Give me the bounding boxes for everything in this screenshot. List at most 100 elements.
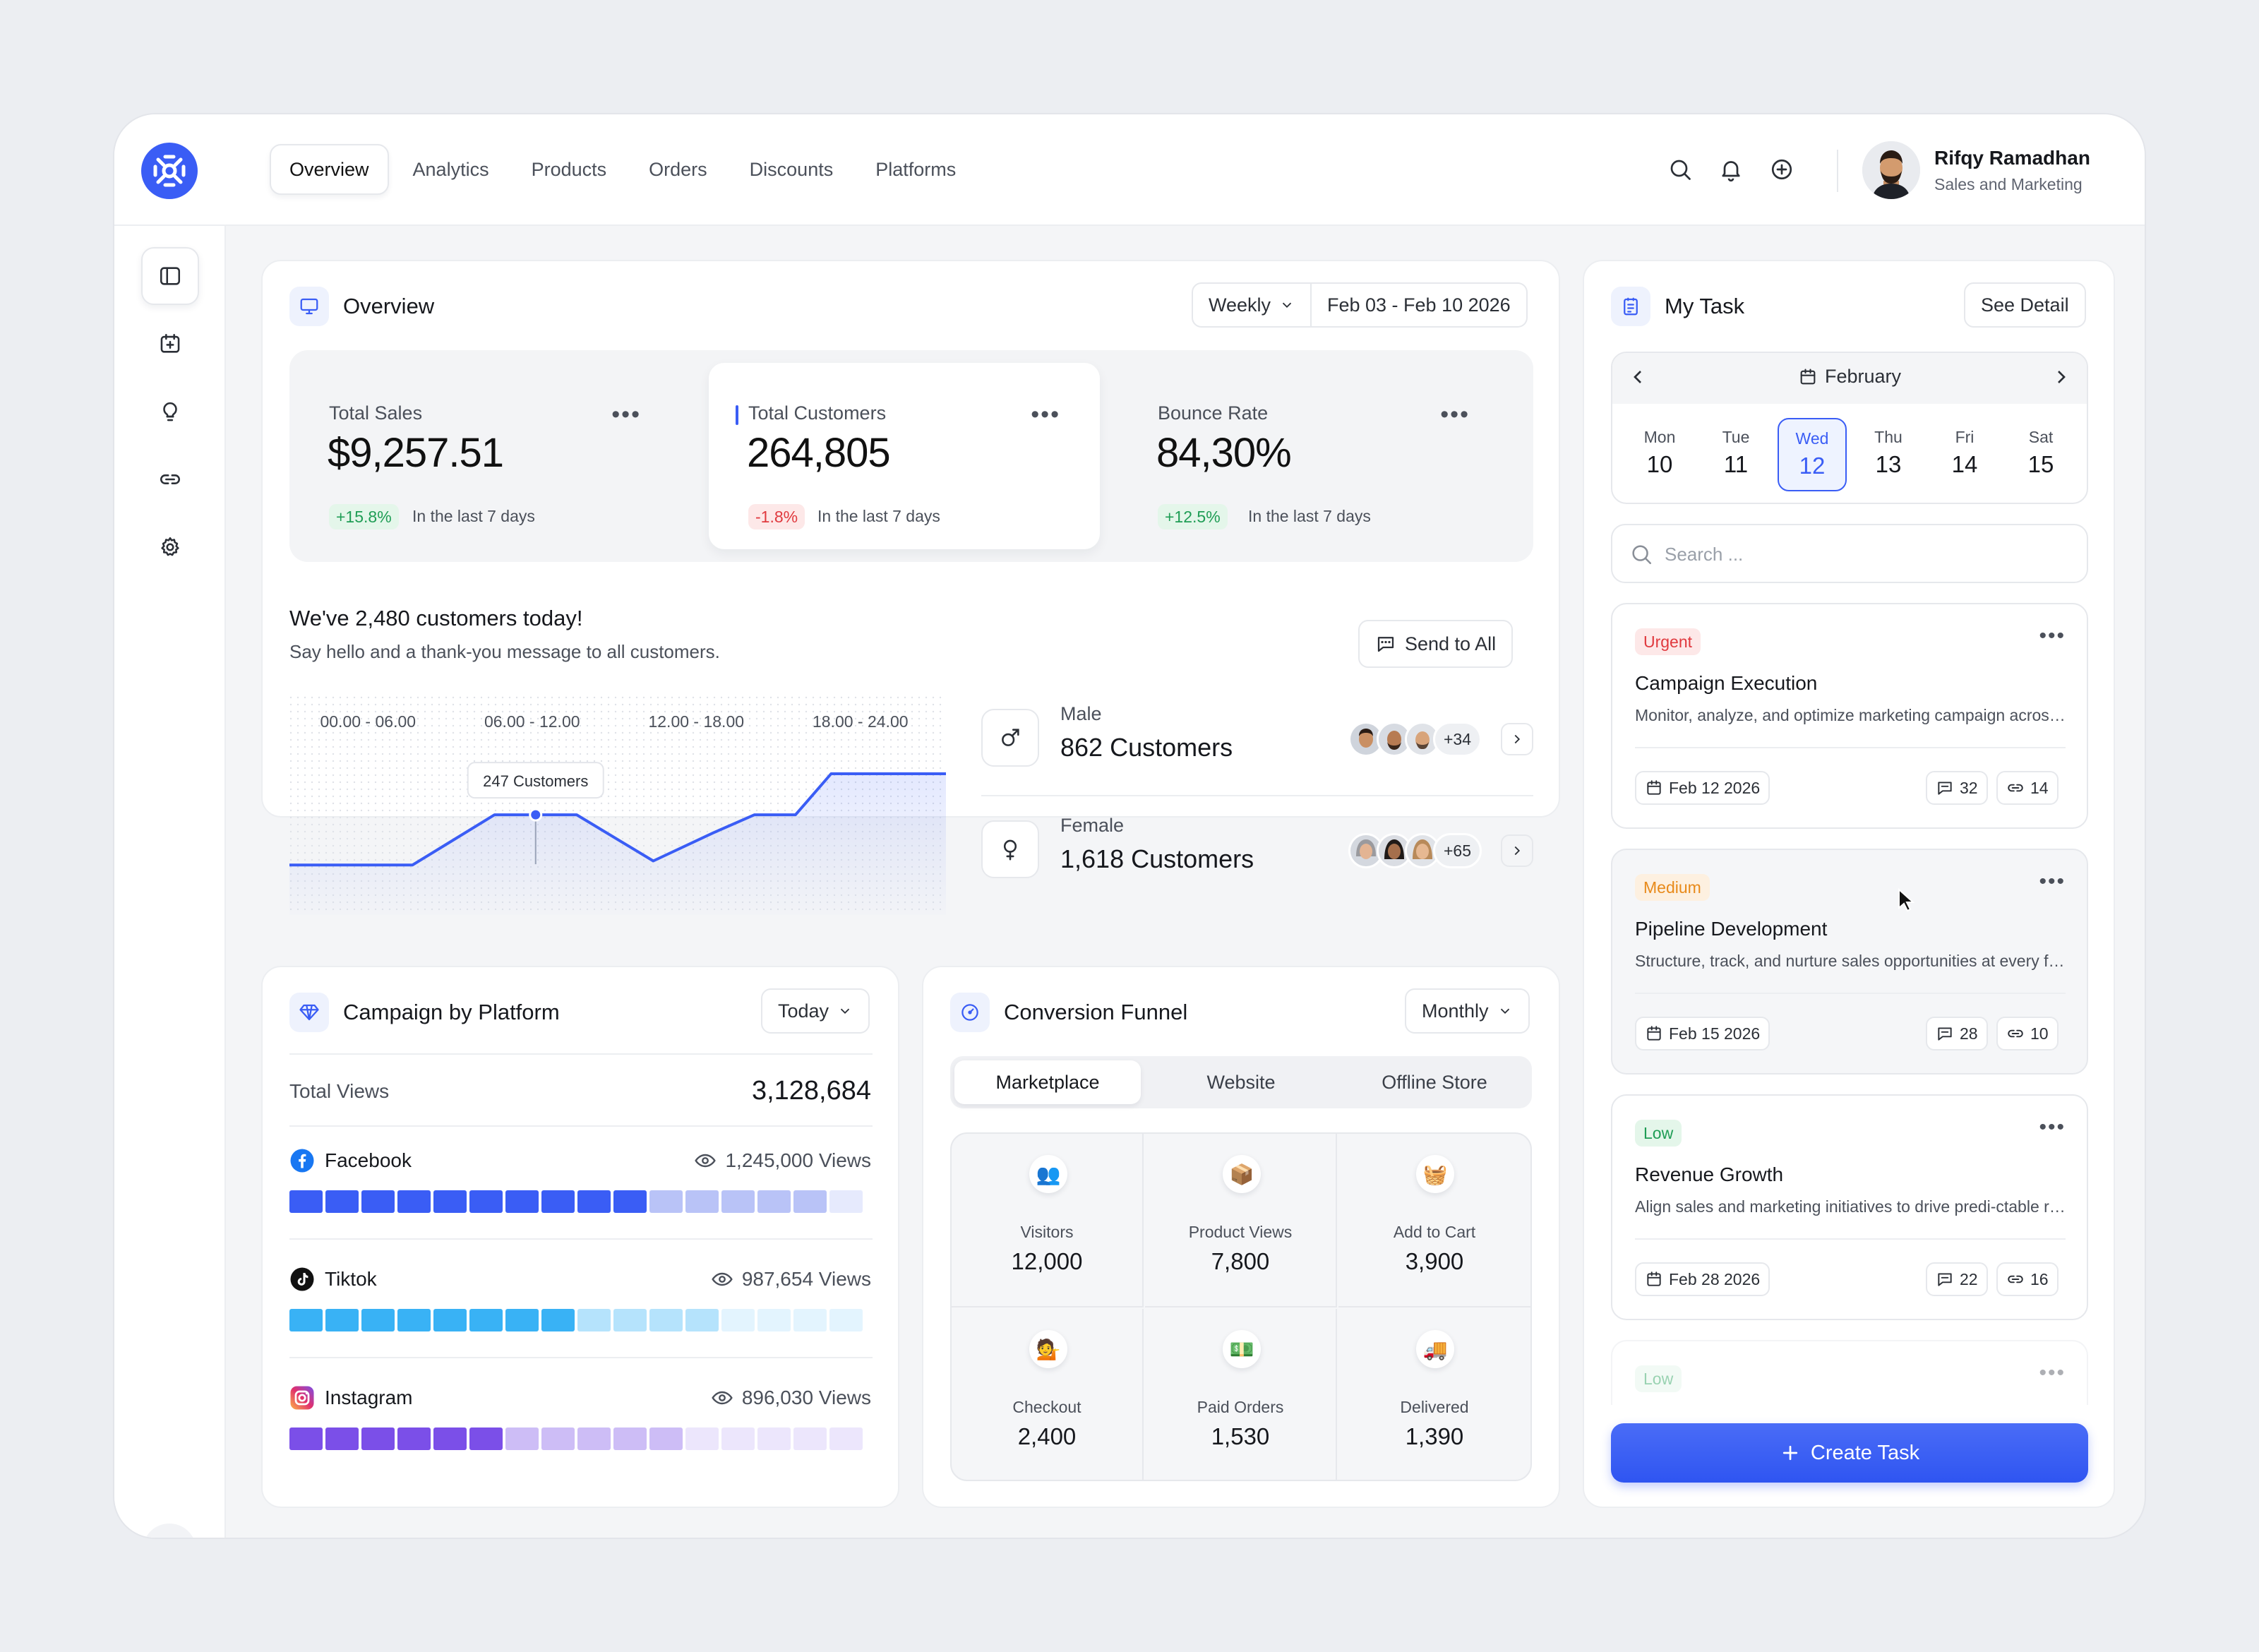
more-icon[interactable]: ••• [1440,401,1470,428]
day-number: 13 [1875,451,1902,477]
month-label: February [1824,366,1902,387]
period-value: Weekly [1209,294,1271,316]
views-value: 896,030 Views [741,1387,871,1408]
create-task-button[interactable]: Create Task [1611,1423,2088,1483]
tab-marketplace[interactable]: Marketplace [954,1060,1141,1104]
stat-card[interactable]: Bounce Rate 84,30% ••• +12.5% In the las… [1118,363,1509,549]
progress-segment [361,1427,395,1450]
nav-item-analytics[interactable]: Analytics [412,158,489,180]
stage-label: Product Views [1188,1223,1293,1241]
stat-card[interactable]: Total Customers 264,805 ••• -1.8% In the… [709,363,1100,549]
links-chip[interactable]: 16 [1996,1262,2059,1296]
day-name: Wed [1795,429,1829,448]
more-icon[interactable]: ••• [2039,1361,2066,1384]
tiktok-icon [289,1267,315,1292]
nav-item-products[interactable]: Products [531,158,607,180]
bell-icon[interactable] [1715,154,1746,185]
links-chip[interactable]: 14 [1996,771,2059,805]
chevron-left-icon[interactable] [1626,366,1649,388]
see-detail-button[interactable]: See Detail [1964,282,2086,328]
divider [1635,993,2066,994]
funnel-stage[interactable]: 👥 Visitors 12,000 [952,1134,1144,1307]
link-count: 16 [2030,1269,2049,1288]
links-chip[interactable]: 10 [1996,1017,2059,1051]
send-to-all-button[interactable]: Send to All [1358,620,1514,668]
comments-chip[interactable]: 32 [1926,771,1988,805]
task-card[interactable]: Low ••• [1611,1340,2088,1405]
nav-item-discounts[interactable]: Discounts [749,158,834,180]
task-card[interactable]: Low ••• Revenue Growth Align sales and mark… [1611,1094,2088,1320]
stat-card[interactable]: Total Sales $9,257.51 ••• +15.8% In the … [289,363,681,549]
calendar-add-icon[interactable] [141,315,199,373]
more-icon[interactable]: ••• [1031,401,1060,428]
more-icon[interactable]: ••• [2039,1115,2066,1139]
platform-progress-bar [289,1427,863,1450]
task-search[interactable]: Search ... [1611,524,2088,583]
date-range-picker[interactable]: Feb 03 - Feb 10 2026 [1312,282,1528,328]
nav-item-orders[interactable]: Orders [649,158,707,180]
lightbulb-icon[interactable] [141,383,199,441]
comments-chip[interactable]: 28 [1926,1017,1988,1051]
comment-count: 28 [1960,1024,1978,1043]
moon-icon[interactable] [148,1529,191,1538]
calendar-day[interactable]: Wed 12 [1778,418,1847,491]
progress-segment [793,1427,827,1450]
highlight-point[interactable] [529,808,543,822]
settings-icon[interactable] [141,518,199,576]
platform-facebook[interactable]: Facebook [289,1148,412,1173]
comment-icon [1936,1270,1954,1288]
platform-instagram[interactable]: Instagram [289,1385,413,1411]
calendar-day[interactable]: Mon 10 [1625,418,1694,491]
funnel-stage[interactable]: 🧺 Add to Cart 3,900 [1338,1134,1530,1307]
customers-subtitle: Say hello and a thank-you message to all… [289,641,720,662]
chevron-right-icon[interactable] [1501,834,1533,867]
mouse-cursor-icon [1898,888,1915,912]
campaign-period-dropdown[interactable]: Today [761,988,870,1034]
search-icon[interactable] [1665,154,1696,185]
eye-icon [711,1387,733,1409]
task-card[interactable]: Medium ••• Pipeline Development Structure, … [1611,849,2088,1075]
link-icon[interactable] [141,450,199,508]
sidebar-panel-icon[interactable] [141,247,199,305]
nav-item-platforms[interactable]: Platforms [875,158,957,180]
progress-segment [469,1190,503,1213]
funnel-stage[interactable]: 📦 Product Views 7,800 [1145,1134,1337,1307]
calendar-month[interactable]: February [1612,366,2087,388]
chevron-right-icon[interactable] [1501,723,1533,755]
comments-chip[interactable]: 22 [1926,1262,1988,1296]
plus-circle-icon[interactable] [1766,154,1797,185]
user-profile[interactable]: Rifqy Ramadhan Sales and Marketing [1862,141,2090,199]
funnel-period-dropdown[interactable]: Monthly [1405,988,1530,1034]
more-icon[interactable]: ••• [2039,870,2066,893]
funnel-stage[interactable]: 💵 Paid Orders 1,530 [1145,1309,1337,1480]
search-input[interactable]: Search ... [1665,544,1744,565]
calendar-day[interactable]: Tue 11 [1701,418,1770,491]
progress-segment [685,1427,719,1450]
conversion-funnel-card: Conversion Funnel Monthly Marketplace We… [922,966,1560,1508]
task-card[interactable]: Urgent ••• Campaign Execution Monitor, anal… [1611,603,2088,829]
progress-segment [829,1309,863,1331]
chevron-right-icon[interactable] [2050,366,2073,388]
period-dropdown[interactable]: Weekly [1192,282,1312,328]
funnel-stage[interactable]: 🚚 Delivered 1,390 [1338,1309,1530,1480]
nav-item-overview[interactable]: Overview [270,144,389,195]
progress-segment [325,1190,359,1213]
calendar-day[interactable]: Thu 13 [1854,418,1923,491]
tab-offline-store[interactable]: Offline Store [1382,1071,1487,1093]
app-window: Overview Analytics Products Orders Discounts… [113,113,2146,1539]
day-number: 10 [1646,451,1673,477]
due-date: Feb 12 2026 [1669,778,1761,797]
calendar-day[interactable]: Sat 15 [2006,418,2075,491]
brand-logo[interactable] [141,143,198,199]
link-icon [2006,779,2025,797]
tab-website[interactable]: Website [1206,1071,1276,1093]
progress-segment [397,1309,431,1331]
calendar-day[interactable]: Fri 14 [1930,418,1999,491]
platform-tiktok[interactable]: Tiktok [289,1267,377,1292]
week-calendar: February Mon 10 Tue 11 Wed 12 Thu 13 Fri 14 Sat 15 [1611,352,2088,504]
stats-panel: Total Sales $9,257.51 ••• +15.8% In the … [289,350,1533,562]
funnel-stage[interactable]: 💁 Checkout 2,400 [952,1309,1144,1480]
more-icon[interactable]: ••• [611,401,641,428]
more-icon[interactable]: ••• [2039,624,2066,647]
day-name: Tue [1722,428,1750,446]
